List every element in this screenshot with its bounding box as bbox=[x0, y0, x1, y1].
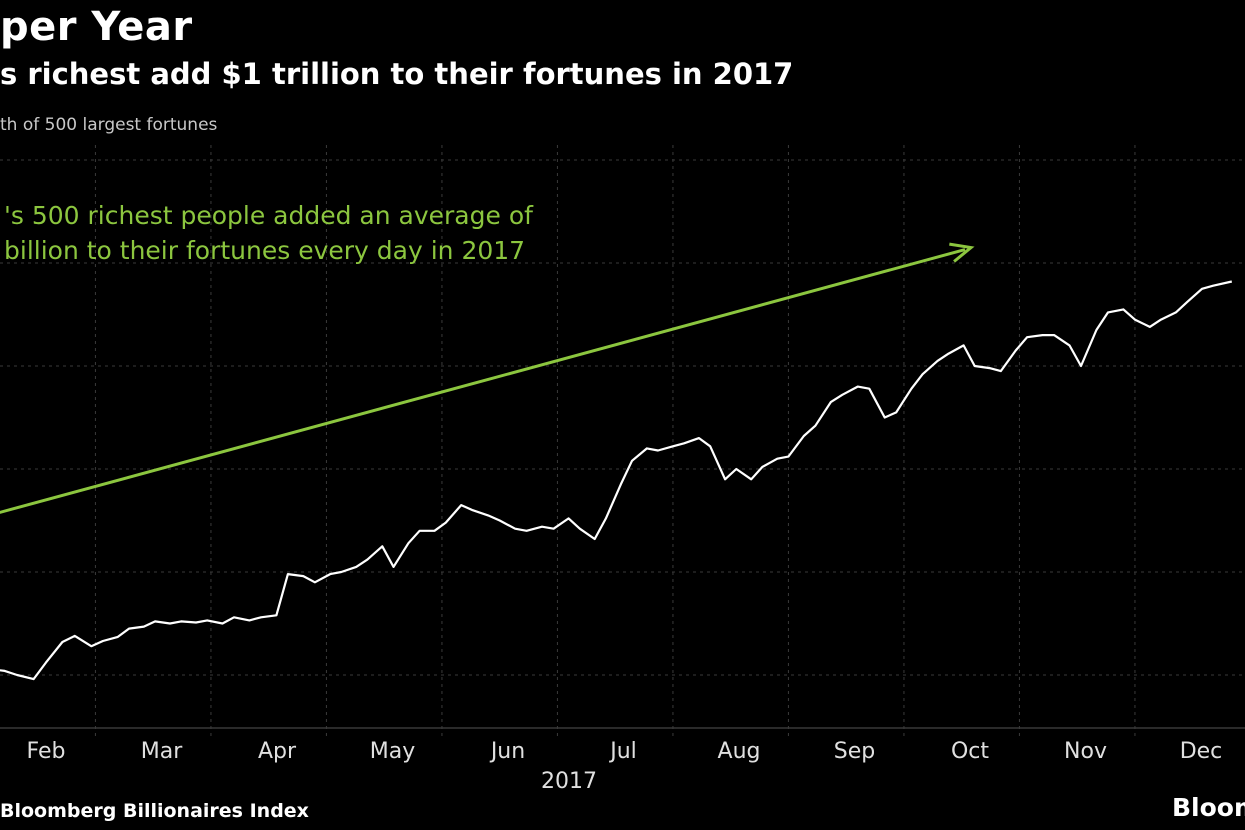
x-tick-label: Nov bbox=[1064, 739, 1107, 764]
chart-subtitle: s richest add $1 trillion to their fortu… bbox=[0, 57, 794, 91]
x-axis-year-label: 2017 bbox=[541, 769, 597, 794]
x-tick-label: Apr bbox=[258, 739, 297, 764]
x-tick-label: May bbox=[370, 739, 415, 764]
annotation-group: 's 500 richest people added an average o… bbox=[0, 201, 975, 514]
trend-arrow-shaft bbox=[0, 248, 966, 514]
chart-title: per Year bbox=[0, 4, 193, 50]
series-line bbox=[0, 280, 1233, 681]
annotation-text-line: 's 500 richest people added an average o… bbox=[4, 201, 534, 230]
data-series bbox=[0, 280, 1233, 681]
x-tick-label: Sep bbox=[834, 739, 875, 764]
grid-lines bbox=[0, 145, 1245, 740]
x-tick-label: Jul bbox=[608, 739, 637, 764]
x-axis-ticks: Feb Mar Apr May Jun Jul Aug Sep Oct Nov Dec 2017 bbox=[27, 739, 1223, 794]
x-tick-label: Oct bbox=[951, 739, 989, 764]
x-tick-label: Jun bbox=[489, 739, 525, 764]
source-note: Bloomberg Billionaires Index bbox=[0, 800, 309, 822]
y-axis-label: th of 500 largest fortunes bbox=[0, 115, 218, 135]
trend-arrow-head bbox=[949, 242, 975, 263]
x-tick-label: Mar bbox=[141, 739, 183, 764]
x-tick-label: Feb bbox=[27, 739, 66, 764]
x-tick-label: Aug bbox=[718, 739, 761, 764]
annotation-text-line: billion to their fortunes every day in 2… bbox=[4, 236, 525, 265]
brand-logo-text: Bloom bbox=[1172, 793, 1245, 822]
x-tick-label: Dec bbox=[1180, 739, 1223, 764]
